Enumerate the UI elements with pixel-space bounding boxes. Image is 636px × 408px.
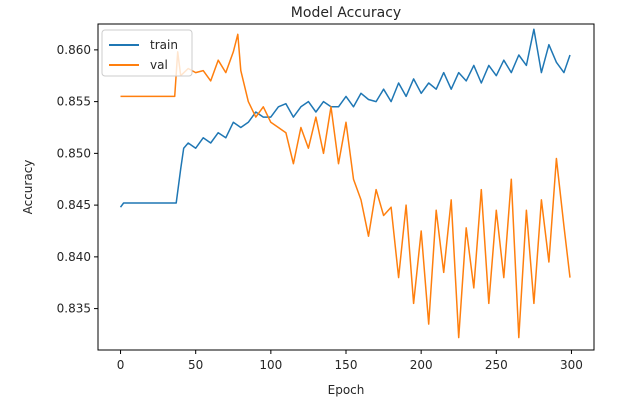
x-tick-label: 0 — [117, 358, 125, 372]
x-tick-label: 250 — [485, 358, 508, 372]
series-line-train — [119, 28, 571, 208]
legend: train val — [101, 29, 193, 77]
y-axis-title: Accuracy — [21, 160, 35, 215]
x-tick-label: 300 — [560, 358, 583, 372]
legend-label-train: train — [150, 38, 178, 52]
y-tick-label: 0.850 — [57, 146, 91, 160]
x-tick-label: 150 — [335, 358, 358, 372]
x-tick-label: 200 — [410, 358, 433, 372]
y-tick-label: 0.840 — [57, 250, 91, 264]
series-line-val — [120, 33, 571, 339]
x-axis: 0 50 100 150 200 250 300 — [117, 350, 583, 372]
x-tick-label: 50 — [188, 358, 203, 372]
legend-label-val: val — [150, 58, 168, 72]
legend-box — [101, 29, 193, 77]
y-tick-label: 0.835 — [57, 302, 91, 316]
x-axis-title: Epoch — [328, 383, 365, 397]
chart-title: Model Accuracy — [291, 5, 401, 21]
y-tick-label: 0.860 — [57, 43, 91, 57]
y-tick-label: 0.855 — [57, 95, 91, 109]
y-axis: 0.835 0.840 0.845 0.850 0.855 0.860 — [57, 43, 98, 316]
series-layer — [119, 28, 571, 339]
y-tick-label: 0.845 — [57, 198, 91, 212]
x-tick-label: 100 — [259, 358, 282, 372]
